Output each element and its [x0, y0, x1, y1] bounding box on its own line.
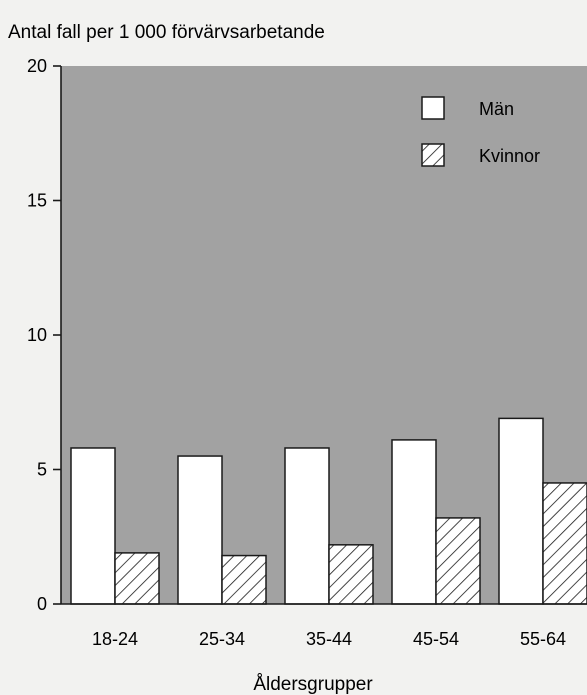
x-tick-label-35-44: 35-44: [306, 629, 352, 649]
bar-kvinnor-35-44: [328, 544, 374, 605]
legend-label-man: Män: [479, 99, 514, 119]
legend-swatch-kvinnor: [421, 143, 445, 167]
x-tick-label-45-54: 45-54: [413, 629, 459, 649]
y-tick-label-10: 10: [27, 325, 47, 345]
legend-label-kvinnor: Kvinnor: [479, 146, 540, 166]
y-tick-label-20: 20: [27, 56, 47, 76]
x-tick-label-25-34: 25-34: [199, 629, 245, 649]
bar-man-45-54: [391, 439, 437, 605]
y-tick-label-0: 0: [37, 594, 47, 614]
bar-kvinnor-55-64: [542, 482, 587, 605]
x-tick-label-55-64: 55-64: [520, 629, 566, 649]
chart-title: Antal fall per 1 000 förvärvsarbetande: [8, 22, 325, 43]
x-tick-label-18-24: 18-24: [92, 629, 138, 649]
bar-man-35-44: [284, 447, 330, 605]
bar-man-25-34: [177, 455, 223, 605]
x-axis-title: Åldersgrupper: [253, 674, 373, 695]
y-tick-label-5: 5: [37, 460, 47, 480]
bar-kvinnor-18-24: [114, 552, 160, 605]
y-tick-label-15: 15: [27, 191, 47, 211]
bar-kvinnor-45-54: [435, 517, 481, 605]
bar-kvinnor-25-34: [221, 554, 267, 605]
bar-man-55-64: [498, 417, 544, 605]
legend: Män Kvinnor: [421, 96, 540, 167]
bar-man-18-24: [70, 447, 116, 605]
legend-swatch-man: [421, 96, 445, 120]
